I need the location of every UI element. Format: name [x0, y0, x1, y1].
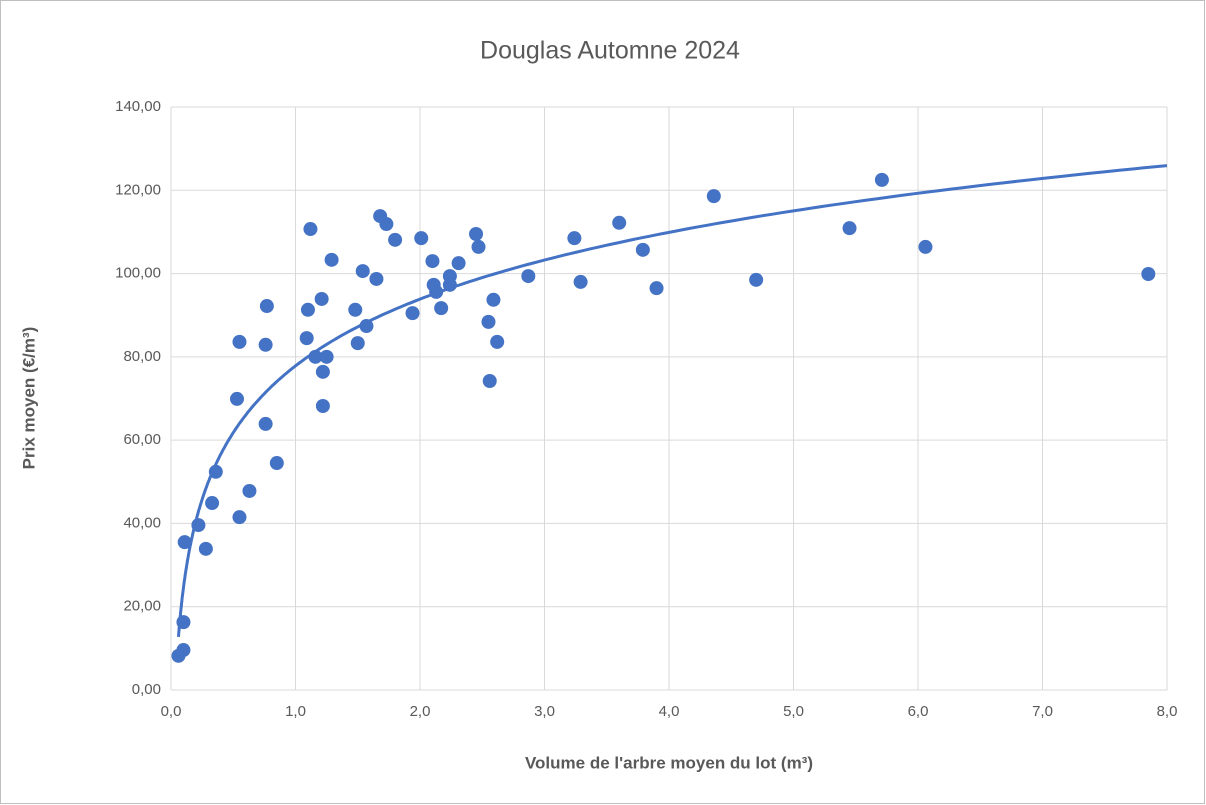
- point: [176, 643, 191, 658]
- x-tick-label: 3,0: [534, 703, 555, 720]
- point: [842, 221, 857, 236]
- y-tick-label: 20,00: [123, 598, 161, 615]
- point: [229, 391, 244, 406]
- point: [269, 456, 284, 471]
- point: [205, 496, 220, 511]
- point: [324, 252, 339, 267]
- point: [369, 271, 384, 286]
- x-tick-label: 0,0: [161, 703, 182, 720]
- point: [315, 364, 330, 379]
- point: [414, 231, 429, 246]
- point: [388, 232, 403, 247]
- x-tick-label: 2,0: [410, 703, 431, 720]
- point: [482, 374, 497, 389]
- point: [649, 281, 664, 296]
- point: [612, 215, 627, 230]
- point: [451, 256, 466, 271]
- point: [486, 292, 501, 307]
- point: [258, 416, 273, 431]
- x-tick-label: 4,0: [659, 703, 680, 720]
- point: [749, 272, 764, 287]
- chart-title: Douglas Automne 2024: [480, 37, 740, 65]
- point: [874, 172, 889, 187]
- point: [405, 306, 420, 321]
- y-axis-title: Prix moyen (€/m³): [19, 327, 38, 470]
- y-tick-label: 80,00: [123, 348, 161, 365]
- y-tick-label: 60,00: [123, 431, 161, 448]
- point: [490, 334, 505, 349]
- x-tick-label: 1,0: [285, 703, 306, 720]
- point: [242, 483, 257, 498]
- point: [567, 231, 582, 246]
- point: [259, 299, 274, 314]
- point: [471, 239, 486, 254]
- point: [198, 541, 213, 556]
- y-tick-label: 40,00: [123, 514, 161, 531]
- point: [232, 334, 247, 349]
- point: [314, 291, 329, 306]
- x-axis-title: Volume de l'arbre moyen du lot (m³): [525, 753, 813, 772]
- point: [521, 269, 536, 284]
- y-tick-label: 120,00: [115, 181, 161, 198]
- point: [434, 301, 449, 316]
- point: [348, 302, 363, 317]
- point: [303, 222, 318, 237]
- point: [319, 349, 334, 364]
- x-tick-label: 7,0: [1032, 703, 1053, 720]
- point: [425, 254, 440, 269]
- point: [481, 314, 496, 329]
- point: [232, 510, 247, 525]
- point: [635, 242, 650, 257]
- point: [379, 217, 394, 232]
- x-tick-label: 5,0: [783, 703, 804, 720]
- point: [918, 239, 933, 254]
- y-tick-label: 140,00: [115, 98, 161, 115]
- point: [315, 398, 330, 413]
- point: [706, 189, 721, 204]
- point: [299, 331, 314, 346]
- point: [573, 274, 588, 289]
- point: [177, 535, 192, 550]
- point: [300, 302, 315, 317]
- point: [355, 264, 370, 279]
- y-tick-label: 100,00: [115, 265, 161, 282]
- x-tick-label: 8,0: [1157, 703, 1178, 720]
- point: [258, 337, 273, 352]
- point: [350, 336, 365, 351]
- point: [1141, 266, 1156, 281]
- point: [469, 227, 484, 242]
- y-tick-label: 0,00: [132, 681, 161, 698]
- x-tick-label: 6,0: [908, 703, 929, 720]
- trendline: [177, 164, 1168, 637]
